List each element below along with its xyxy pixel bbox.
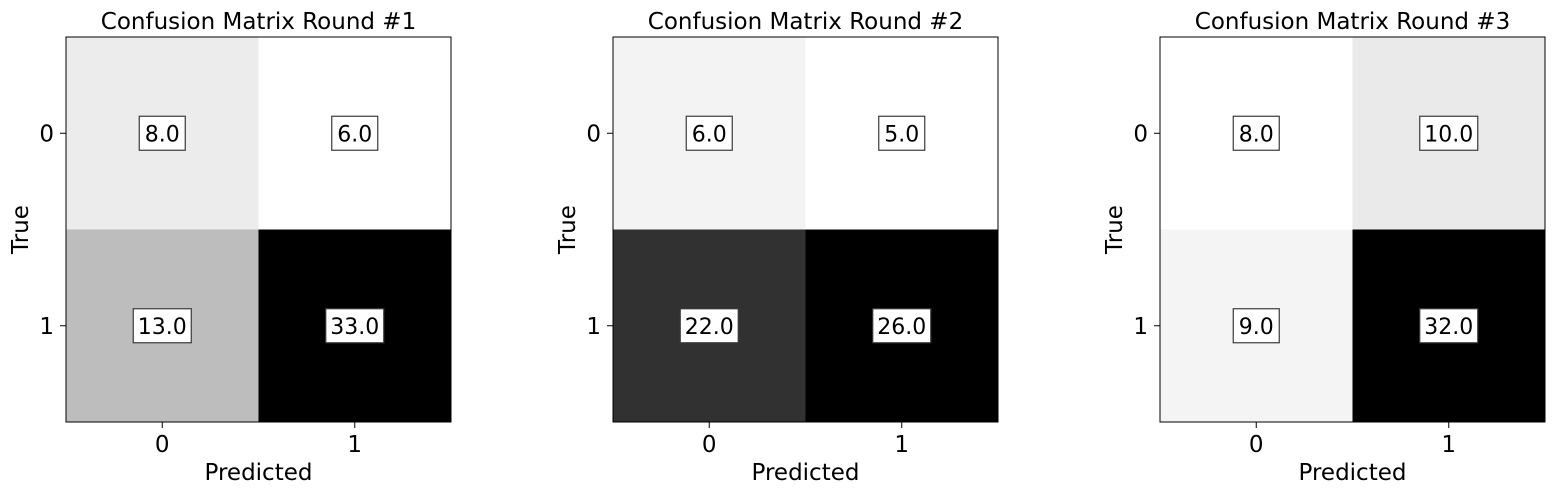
cell-value-label: 32.0 <box>1424 315 1473 340</box>
cell-value-label: 6.0 <box>692 122 727 147</box>
cell-label-box <box>325 308 385 344</box>
y-tick-label: 1 <box>1133 314 1148 340</box>
cell-value-label: 9.0 <box>1239 315 1274 340</box>
x-tick-label: 1 <box>1441 432 1456 458</box>
y-axis-label: True <box>1102 205 1128 255</box>
cell-label-box <box>331 115 379 151</box>
x-axis-label: Predicted <box>1299 460 1407 486</box>
cell-label-box <box>132 308 192 344</box>
cell-value-label: 13.0 <box>138 315 187 340</box>
heatmap-panel-3: 8.0 10.0 9.0 32.0 0 1 0 1 Confusion Matrix Round… <box>1102 9 1546 486</box>
x-tick-label: 1 <box>894 432 909 458</box>
y-axis-label: True <box>555 205 581 255</box>
cell-value-label: 10.0 <box>1424 122 1473 147</box>
cell-value-label: 26.0 <box>877 315 926 340</box>
x-tick-label: 0 <box>1249 432 1264 458</box>
x-tick-label: 0 <box>155 432 170 458</box>
x-axis-label: Predicted <box>205 460 313 486</box>
chart-title: Confusion Matrix Round #2 <box>648 9 963 35</box>
y-tick-label: 1 <box>39 314 54 340</box>
y-tick-label: 1 <box>586 314 601 340</box>
axes-frame <box>612 36 999 423</box>
x-axis-label: Predicted <box>752 460 860 486</box>
chart-title: Confusion Matrix Round #1 <box>101 9 416 35</box>
cell-label-box <box>1419 308 1479 344</box>
cell-label-box <box>1419 115 1479 151</box>
y-tick-label: 0 <box>586 121 601 147</box>
cell-value-label: 8.0 <box>1239 122 1274 147</box>
cell-label-box <box>679 308 739 344</box>
cell-value-label: 8.0 <box>145 122 180 147</box>
cell-value-label: 22.0 <box>685 315 734 340</box>
cell-label-box <box>872 308 932 344</box>
y-tick-label: 0 <box>1133 121 1148 147</box>
chart-title: Confusion Matrix Round #3 <box>1195 9 1510 35</box>
x-tick-label: 1 <box>347 432 362 458</box>
y-axis-label: True <box>8 205 34 255</box>
cell-label-box <box>878 115 926 151</box>
axes-frame <box>1159 36 1546 423</box>
cell-value-label: 5.0 <box>884 122 919 147</box>
heatmap-panel-1: 8.0 6.0 13.0 33.0 0 1 0 1 Confusion Matrix Round… <box>8 9 452 486</box>
cell-value-label: 33.0 <box>330 315 379 340</box>
axes-frame <box>65 36 452 423</box>
cell-label-box <box>1232 308 1280 344</box>
heatmap-panel-2: 6.0 5.0 22.0 26.0 0 1 0 1 Confusion Matrix Round… <box>555 9 999 486</box>
cell-value-label: 6.0 <box>337 122 372 147</box>
cell-label-box <box>1232 115 1280 151</box>
cell-label-box <box>138 115 186 151</box>
y-tick-label: 0 <box>39 121 54 147</box>
x-tick-label: 0 <box>702 432 717 458</box>
cell-label-box <box>685 115 733 151</box>
